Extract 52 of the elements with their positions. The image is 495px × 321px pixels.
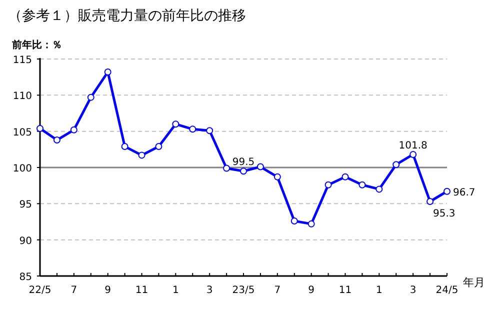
point (104, 68, 112, 76)
y-tick-label: 105 (12, 127, 32, 138)
point (410, 150, 417, 158)
x-tick-label: 11 (135, 285, 148, 296)
point (138, 152, 146, 159)
point (376, 186, 383, 193)
y-tick-label: 85 (19, 272, 32, 283)
y-tick-label: 100 (12, 164, 32, 174)
point (155, 143, 162, 150)
y-tick-label: 110 (12, 91, 32, 102)
point (426, 198, 434, 205)
x-tick-label: 7 (274, 285, 281, 296)
y-tick-label: 115 (12, 55, 32, 66)
point (444, 188, 450, 195)
data-label: 101.8 (398, 140, 428, 152)
point (392, 161, 400, 168)
point (324, 181, 332, 188)
data-label: 96.7 (453, 187, 476, 198)
point (342, 173, 349, 180)
point (240, 168, 247, 175)
x-axis-title: 年月 (463, 276, 485, 289)
x-tick-label: 3 (410, 285, 416, 296)
point (274, 173, 281, 180)
data-label: 99.5 (232, 157, 255, 168)
data-label: 95.3 (433, 208, 456, 220)
y-axis-title: 前年比：％ (11, 39, 62, 51)
x-tick-label: 3 (206, 285, 213, 296)
x-tick-label: 9 (308, 285, 315, 296)
x-tick-label: 23/5 (232, 285, 255, 296)
x-tick-label: 24/5 (436, 285, 458, 296)
x-tick-label: 1 (376, 285, 382, 296)
y-tick-label: 90 (19, 236, 32, 247)
x-tick-label: 9 (104, 285, 112, 296)
point (358, 181, 366, 188)
point (206, 127, 214, 134)
point (87, 94, 94, 101)
point (223, 164, 230, 172)
point (290, 218, 298, 225)
point (53, 136, 60, 144)
point (36, 124, 44, 132)
point (70, 126, 78, 134)
point (308, 220, 315, 228)
x-tick-label: 7 (70, 285, 78, 296)
y-tick-label: 95 (19, 200, 32, 211)
x-tick-label: 22/5 (28, 285, 52, 296)
x-tick-label: 1 (172, 285, 179, 296)
point (256, 163, 264, 170)
point (121, 143, 128, 150)
point (189, 126, 196, 133)
point (172, 120, 180, 128)
chart-title: （参考１）販売電力量の前年比の推移 (8, 8, 246, 24)
x-tick-label: 11 (338, 285, 352, 296)
